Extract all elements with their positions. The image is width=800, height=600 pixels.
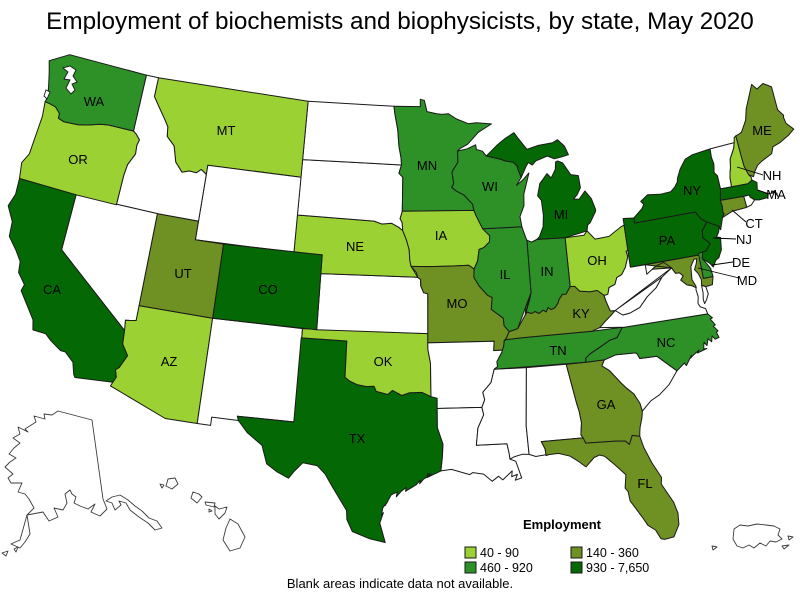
svg-text:NH: NH <box>763 168 782 183</box>
svg-text:TN: TN <box>549 343 566 358</box>
svg-text:ME: ME <box>752 123 772 138</box>
svg-text:NE: NE <box>346 239 364 254</box>
svg-text:40 - 90: 40 - 90 <box>480 546 519 560</box>
svg-text:OK: OK <box>374 354 393 369</box>
svg-text:CT: CT <box>745 216 762 231</box>
svg-text:CO: CO <box>258 282 278 297</box>
svg-text:NY: NY <box>683 183 701 198</box>
svg-text:Employment: Employment <box>523 517 602 532</box>
svg-text:IN: IN <box>541 264 554 279</box>
svg-text:FL: FL <box>637 476 652 491</box>
svg-text:Blank areas indicate data not: Blank areas indicate data not available. <box>287 576 513 591</box>
svg-text:DE: DE <box>732 255 750 270</box>
svg-text:IL: IL <box>500 267 511 282</box>
svg-text:IA: IA <box>435 228 448 243</box>
svg-text:MT: MT <box>217 123 236 138</box>
svg-text:930 - 7,650: 930 - 7,650 <box>586 561 649 575</box>
svg-text:NJ: NJ <box>736 232 752 247</box>
svg-text:GA: GA <box>597 397 616 412</box>
svg-text:WA: WA <box>84 94 105 109</box>
svg-text:AZ: AZ <box>161 354 178 369</box>
svg-text:CA: CA <box>43 282 61 297</box>
svg-text:OR: OR <box>68 152 88 167</box>
svg-text:WI: WI <box>482 179 498 194</box>
svg-text:UT: UT <box>174 266 191 281</box>
svg-text:PA: PA <box>659 233 676 248</box>
svg-text:MI: MI <box>554 207 568 222</box>
svg-text:NC: NC <box>657 335 676 350</box>
svg-text:MN: MN <box>417 158 437 173</box>
svg-text:KY: KY <box>572 306 590 321</box>
svg-text:Employment of biochemists and: Employment of biochemists and biophysici… <box>46 8 754 35</box>
svg-text:460 - 920: 460 - 920 <box>480 561 533 575</box>
svg-text:TX: TX <box>349 431 366 446</box>
svg-text:MD: MD <box>737 273 757 288</box>
svg-text:OH: OH <box>587 253 607 268</box>
svg-text:MO: MO <box>447 296 468 311</box>
svg-text:MA: MA <box>766 187 786 202</box>
svg-text:140 - 360: 140 - 360 <box>586 546 639 560</box>
